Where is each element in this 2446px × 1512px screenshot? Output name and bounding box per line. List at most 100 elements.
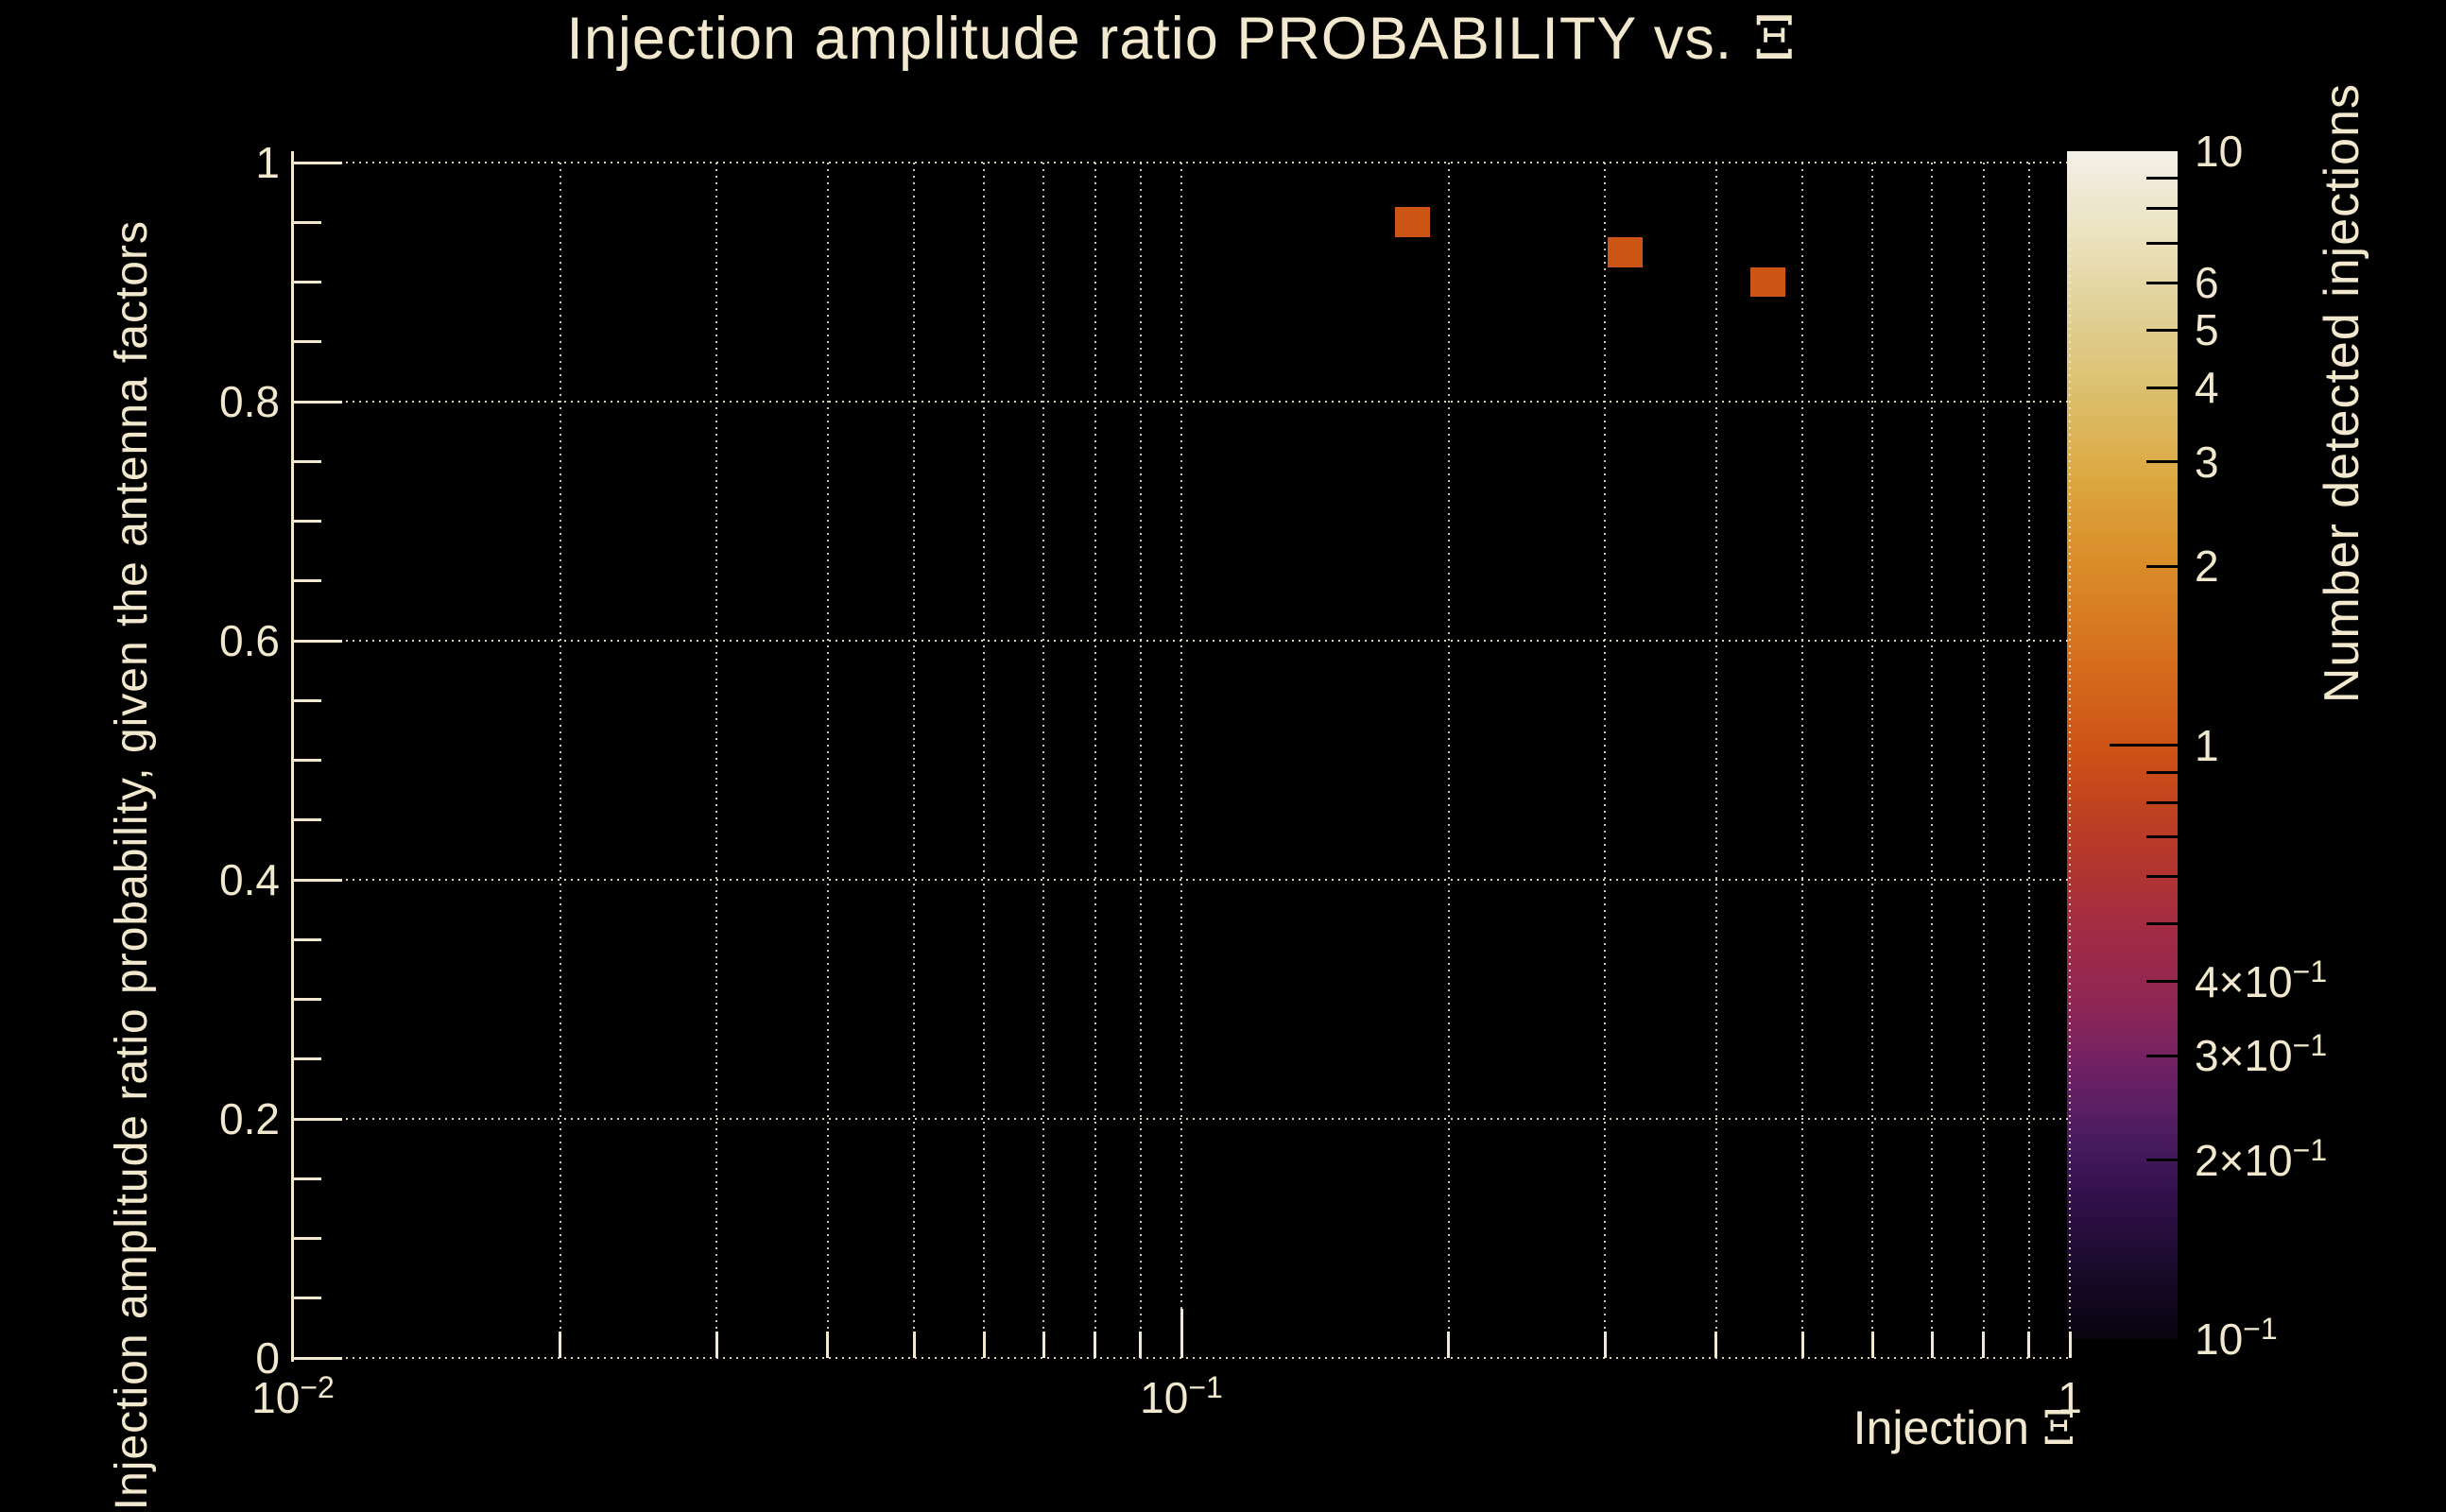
y-minor-tick bbox=[293, 340, 321, 344]
x-minor-tick bbox=[1094, 1332, 1097, 1358]
x-gridline bbox=[913, 163, 916, 1358]
x-minor-tick bbox=[982, 1332, 986, 1358]
y-major-tick bbox=[293, 878, 342, 882]
colorbar-minor-tick bbox=[2146, 386, 2178, 389]
x-gridline bbox=[826, 163, 829, 1358]
y-major-tick bbox=[293, 161, 342, 164]
y-minor-tick bbox=[293, 1057, 321, 1061]
y-minor-tick bbox=[293, 998, 321, 1001]
histogram-bin bbox=[1607, 237, 1644, 267]
y-minor-tick bbox=[293, 579, 321, 583]
colorbar-tick-label: 3 bbox=[2195, 437, 2219, 487]
x-gridline bbox=[983, 163, 986, 1358]
chart-title-xi-symbol: Ξ bbox=[1753, 4, 1797, 73]
colorbar-minor-tick bbox=[2146, 207, 2178, 211]
x-gridline bbox=[1180, 163, 1182, 1358]
colorbar-minor-tick bbox=[2146, 922, 2178, 926]
y-major-tick bbox=[293, 1117, 342, 1121]
colorbar-tick-label: 1 bbox=[2195, 720, 2219, 770]
colorbar-minor-tick bbox=[2146, 800, 2178, 804]
colorbar-minor-tick bbox=[2146, 875, 2178, 879]
colorbar-minor-tick bbox=[2146, 835, 2178, 839]
x-minor-tick bbox=[559, 1332, 562, 1358]
x-gridline bbox=[1447, 163, 1450, 1358]
x-minor-tick bbox=[715, 1332, 718, 1358]
y-major-tick bbox=[293, 639, 342, 643]
colorbar-minor-tick bbox=[2146, 460, 2178, 464]
colorbar-minor-tick bbox=[2146, 1159, 2178, 1162]
x-gridline bbox=[1714, 163, 1717, 1358]
colorbar-minor-tick bbox=[2146, 177, 2178, 180]
x-minor-tick bbox=[2027, 1332, 2031, 1358]
x-minor-tick bbox=[1982, 1332, 1986, 1358]
x-minor-tick bbox=[912, 1332, 916, 1358]
colorbar-minor-tick bbox=[2146, 564, 2178, 568]
x-gridline bbox=[1801, 163, 1804, 1358]
y-minor-tick bbox=[293, 937, 321, 941]
y-minor-tick bbox=[293, 698, 321, 702]
y-minor-tick bbox=[293, 220, 321, 224]
y-tick-label: 0.6 bbox=[219, 616, 280, 665]
x-minor-tick bbox=[1870, 1332, 1874, 1358]
colorbar-tick-label: 2×10−1 bbox=[2195, 1132, 2328, 1185]
y-minor-tick bbox=[293, 1177, 321, 1180]
y-axis-line bbox=[291, 151, 294, 1362]
y-minor-tick bbox=[293, 520, 321, 523]
y-minor-tick bbox=[293, 281, 321, 284]
y-tick-label: 0.8 bbox=[219, 377, 280, 426]
x-major-tick bbox=[1180, 1309, 1183, 1358]
y-minor-tick bbox=[293, 818, 321, 822]
y-tick-label: 0.4 bbox=[219, 855, 280, 904]
colorbar-tick-label: 3×10−1 bbox=[2195, 1028, 2328, 1081]
x-gridline bbox=[1042, 163, 1045, 1358]
chart-title-text: Injection amplitude ratio PROBABILITY vs… bbox=[566, 6, 1733, 72]
colorbar-tick-label: 2 bbox=[2195, 541, 2219, 592]
chart-title: Injection amplitude ratio PROBABILITY vs… bbox=[293, 4, 2070, 73]
x-gridline bbox=[1094, 163, 1096, 1358]
colorbar-tick-label: 6 bbox=[2195, 258, 2219, 308]
x-gridline bbox=[1982, 163, 1985, 1358]
y-minor-tick bbox=[293, 459, 321, 463]
colorbar-tick-label: 10 bbox=[2195, 127, 2244, 176]
x-gridline bbox=[2069, 163, 2071, 1358]
colorbar-tick-label: 4 bbox=[2195, 363, 2219, 413]
histogram-bin bbox=[1749, 266, 1786, 298]
y-minor-tick bbox=[293, 759, 321, 762]
y-minor-tick bbox=[293, 1297, 321, 1300]
colorbar-tick-label: 10−1 bbox=[2195, 1312, 2278, 1364]
y-major-tick bbox=[293, 400, 342, 404]
y-tick-label: 1 bbox=[255, 138, 280, 187]
x-gridline bbox=[559, 163, 561, 1358]
x-minor-tick bbox=[1930, 1332, 1934, 1358]
x-tick-label: 10−1 bbox=[1140, 1370, 1223, 1422]
x-gridline bbox=[2027, 163, 2030, 1358]
x-axis-title-xi-symbol: Ξ bbox=[2041, 1400, 2076, 1455]
x-major-tick bbox=[2068, 1332, 2072, 1358]
y-tick-label: 0 bbox=[255, 1333, 280, 1383]
x-minor-tick bbox=[826, 1332, 830, 1358]
x-tick-label: 1 bbox=[2058, 1373, 2082, 1422]
x-minor-tick bbox=[1800, 1332, 1804, 1358]
y-gridline bbox=[293, 1357, 2070, 1359]
x-minor-tick bbox=[1139, 1332, 1143, 1358]
colorbar-minor-tick bbox=[2146, 770, 2178, 774]
colorbar-minor-tick bbox=[2146, 281, 2178, 284]
colorbar-major-tick bbox=[2110, 744, 2178, 747]
x-minor-tick bbox=[1714, 1332, 1718, 1358]
x-minor-tick bbox=[1042, 1332, 1045, 1358]
x-gridline bbox=[1604, 163, 1607, 1358]
x-gridline bbox=[715, 163, 718, 1358]
x-axis-title: Injection Ξ bbox=[1512, 1400, 2076, 1455]
x-gridline bbox=[1871, 163, 1874, 1358]
colorbar-minor-tick bbox=[2146, 328, 2178, 332]
histogram-bin bbox=[1394, 207, 1431, 238]
colorbar-tick-label: 4×10−1 bbox=[2195, 954, 2328, 1006]
colorbar-minor-tick bbox=[2146, 1054, 2178, 1057]
x-gridline bbox=[1139, 163, 1142, 1358]
y-minor-tick bbox=[293, 1237, 321, 1240]
y-tick-label: 0.2 bbox=[219, 1094, 280, 1143]
x-minor-tick bbox=[1603, 1332, 1607, 1358]
colorbar-title: Number detected injections bbox=[2315, 83, 2369, 704]
x-gridline bbox=[1931, 163, 1934, 1358]
